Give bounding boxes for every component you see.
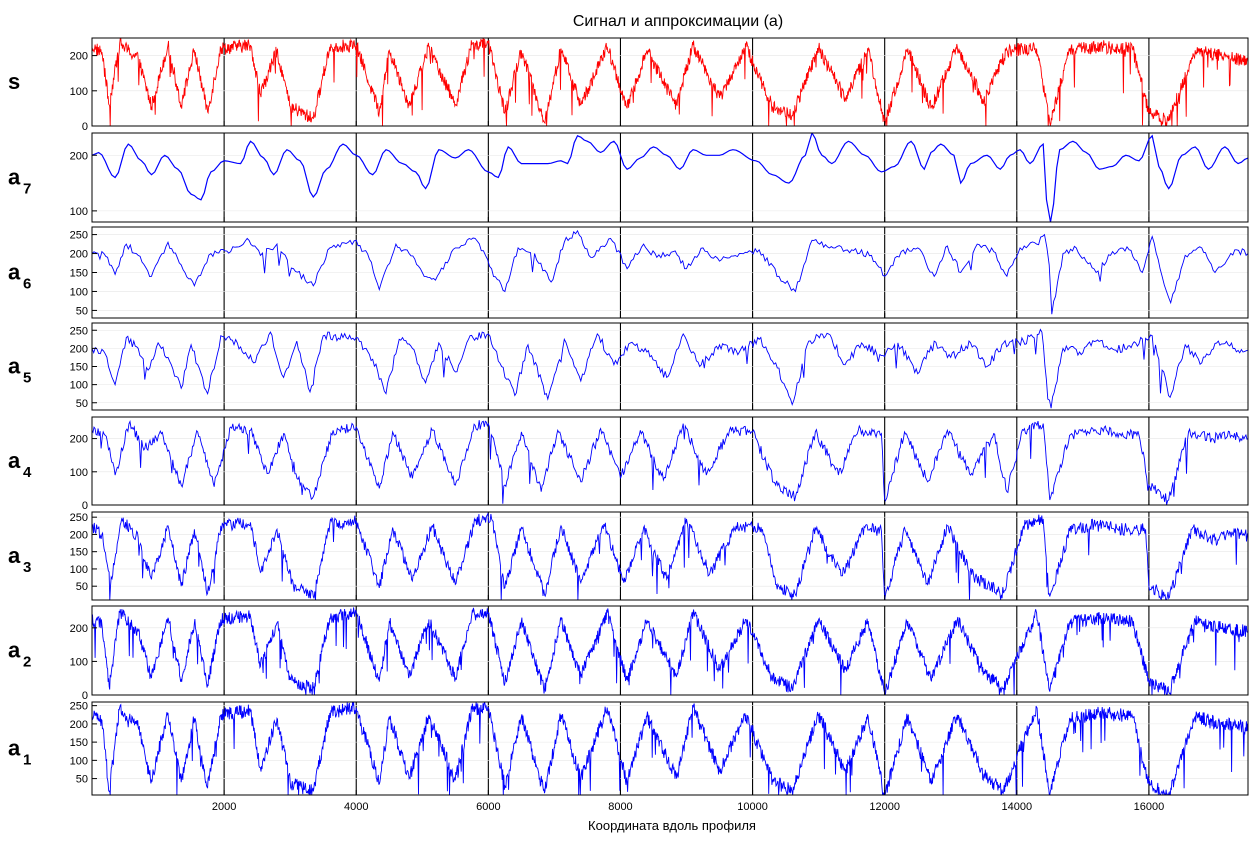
y-tick-label-a5-0: 50 bbox=[76, 398, 88, 410]
y-tick-label-a5-1: 100 bbox=[70, 380, 88, 392]
y-tick-label-a6-4: 250 bbox=[70, 230, 88, 242]
panel-a2: 0 100 200 a 2 bbox=[8, 605, 1249, 702]
row-label-s: s bbox=[8, 69, 20, 94]
y-tick-label-a1-4: 250 bbox=[70, 701, 88, 713]
x-tick-label-0: 2000 bbox=[212, 801, 236, 813]
y-tick-label-a6-1: 100 bbox=[70, 286, 88, 298]
series-line-a6 bbox=[92, 229, 1248, 315]
panel-a7: 100 200 a 7 bbox=[8, 132, 1249, 223]
series-line-a1 bbox=[92, 702, 1248, 795]
panel-a4: 0 100 200 a 4 bbox=[8, 416, 1249, 512]
y-tick-label-a1-0: 50 bbox=[76, 774, 88, 786]
y-tick-label-a6-3: 200 bbox=[70, 249, 88, 261]
axes-frame-s bbox=[91, 37, 1249, 127]
row-label-a6: a bbox=[8, 260, 21, 285]
series-line-a2 bbox=[92, 607, 1248, 695]
row-label-subscript-a1: 1 bbox=[23, 752, 31, 769]
axes-frame-a7 bbox=[91, 132, 1249, 223]
row-label-a5: a bbox=[8, 354, 21, 379]
row-label-a4: a bbox=[8, 448, 21, 473]
y-tick-label-a2-1: 100 bbox=[70, 656, 88, 668]
y-tick-label-a4-2: 200 bbox=[70, 434, 88, 446]
y-tick-label-a3-2: 150 bbox=[70, 547, 88, 559]
panel-a3: 50 100 150 200 250 a 3 bbox=[8, 511, 1249, 601]
row-label-a2: a bbox=[8, 638, 21, 663]
axes-frame-a2 bbox=[91, 605, 1249, 696]
row-label-subscript-a2: 2 bbox=[23, 654, 31, 671]
x-tick-label-6: 14000 bbox=[1002, 801, 1033, 813]
row-label-subscript-a5: 5 bbox=[23, 370, 31, 387]
x-tick-label-5: 12000 bbox=[869, 801, 900, 813]
y-tick-label-a7-0: 100 bbox=[70, 206, 88, 218]
y-tick-label-a4-0: 0 bbox=[82, 500, 88, 512]
panel-s: 0 100 200 s bbox=[8, 37, 1249, 133]
y-tick-label-a1-3: 200 bbox=[70, 719, 88, 731]
series-line-a4 bbox=[92, 419, 1248, 505]
panel-a6: 50 100 150 200 250 a 6 bbox=[8, 226, 1249, 319]
row-label-subscript-a6: 6 bbox=[23, 276, 31, 293]
y-tick-label-a5-3: 200 bbox=[70, 343, 88, 355]
row-label-subscript-a7: 7 bbox=[23, 181, 31, 198]
y-tick-label-a4-1: 100 bbox=[70, 467, 88, 479]
axes-frame-a1 bbox=[91, 701, 1249, 796]
x-axis-label: Координата вдоль профиля bbox=[588, 818, 756, 833]
y-tick-label-a5-2: 150 bbox=[70, 362, 88, 374]
x-tick-label-3: 8000 bbox=[608, 801, 632, 813]
y-tick-label-a1-1: 100 bbox=[70, 755, 88, 767]
panel-a5: 50 100 150 200 250 a 5 bbox=[8, 322, 1249, 411]
x-tick-label-7: 16000 bbox=[1134, 801, 1165, 813]
y-tick-label-a6-0: 50 bbox=[76, 305, 88, 317]
axes-frame-a3 bbox=[91, 511, 1249, 601]
panel-a1: 50 100 150 200 250 a 1 bbox=[8, 701, 1249, 796]
y-tick-label-a2-0: 0 bbox=[82, 690, 88, 702]
y-tick-label-s-0: 0 bbox=[82, 121, 88, 133]
row-label-subscript-a3: 3 bbox=[23, 559, 31, 576]
series-line-a7 bbox=[92, 133, 1248, 222]
y-tick-label-a3-3: 200 bbox=[70, 529, 88, 541]
chart-title: Сигнал и аппроксимации (a) bbox=[573, 13, 783, 30]
y-tick-label-a3-0: 50 bbox=[76, 581, 88, 593]
x-tick-label-4: 10000 bbox=[737, 801, 768, 813]
axes-frame-a4 bbox=[91, 416, 1249, 506]
row-label-a1: a bbox=[8, 736, 21, 761]
row-label-a7: a bbox=[8, 165, 21, 190]
y-tick-label-a3-4: 250 bbox=[70, 512, 88, 524]
row-label-subscript-a4: 4 bbox=[23, 464, 32, 481]
y-tick-label-s-1: 100 bbox=[70, 86, 88, 98]
row-label-a3: a bbox=[8, 543, 21, 568]
y-tick-label-s-2: 200 bbox=[70, 51, 88, 63]
x-tick-label-2: 6000 bbox=[476, 801, 500, 813]
y-tick-label-a6-2: 150 bbox=[70, 268, 88, 280]
y-tick-label-a5-4: 250 bbox=[70, 325, 88, 337]
series-line-a3 bbox=[92, 512, 1248, 600]
y-tick-label-a1-2: 150 bbox=[70, 737, 88, 749]
y-tick-label-a2-2: 200 bbox=[70, 623, 88, 635]
y-tick-label-a7-1: 200 bbox=[70, 150, 88, 162]
series-line-a5 bbox=[92, 328, 1248, 409]
y-tick-label-a3-1: 100 bbox=[70, 564, 88, 576]
x-tick-label-1: 4000 bbox=[344, 801, 368, 813]
series-line-s bbox=[92, 38, 1248, 126]
